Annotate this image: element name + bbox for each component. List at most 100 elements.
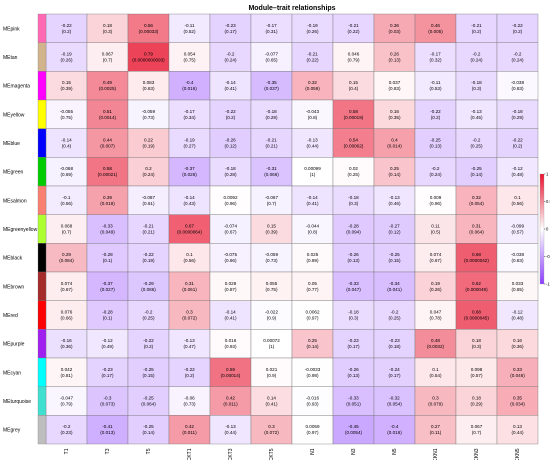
cell-correlation-label: -0.37: [102, 281, 113, 286]
heatmap-cell: [86, 128, 129, 158]
cell-correlation-label: -0.2: [145, 310, 153, 315]
cell-pvalue-label: (0.32): [429, 58, 441, 63]
heatmap-cell: [250, 329, 293, 359]
cell-correlation-label: -0.33: [102, 224, 113, 229]
cell-correlation-label: -0.16: [61, 338, 72, 343]
heatmap-cell: [250, 415, 293, 445]
cell-correlation-label: -0.25: [471, 166, 482, 171]
cell-correlation-label: 0.2: [145, 166, 152, 171]
cell-correlation-label: 0.22: [144, 138, 153, 143]
row-label: MEbrown: [3, 284, 24, 290]
heatmap-cell: [414, 42, 457, 72]
heatmap-cell: [332, 300, 375, 330]
cell-pvalue-label: (0.83): [511, 86, 523, 91]
cell-correlation-label: -0.038: [511, 252, 524, 257]
cell-correlation-label: 0.4: [391, 138, 398, 143]
cell-correlation-label: -0.22: [512, 23, 523, 28]
cell-pvalue-label: (0.56): [511, 201, 523, 206]
heatmap-cell: [332, 128, 375, 158]
heatmap-cell: [45, 185, 88, 215]
cell-pvalue-label: (0.54): [429, 373, 441, 378]
cell-correlation-label: 0.00072: [263, 338, 280, 343]
heatmap-cell: [414, 386, 457, 416]
cell-pvalue-label: (0.03): [388, 29, 400, 34]
cell-pvalue-label: (0.034): [510, 402, 525, 407]
cell-correlation-label: -0.0033: [305, 367, 321, 372]
heatmap-cell: [45, 214, 88, 244]
cell-pvalue-label: (0.0014): [99, 115, 117, 120]
cell-pvalue-label: (0.56): [60, 201, 72, 206]
cell-pvalue-label: (0.026): [182, 172, 197, 177]
cell-pvalue-label: (0.52): [183, 29, 195, 34]
heatmap-cell: [332, 157, 375, 187]
cell-correlation-label: 0.32: [472, 195, 481, 200]
heatmap-cell: [414, 357, 457, 387]
heatmap-cell: [291, 271, 334, 301]
cell-pvalue-label: (0.36): [60, 344, 72, 349]
cell-correlation-label: -0.055: [60, 109, 73, 114]
heatmap-cell: [414, 329, 457, 359]
cell-correlation-label: -0.13: [307, 138, 318, 143]
cell-correlation-label: 0.15: [267, 224, 276, 229]
cell-correlation-label: 0.0059: [305, 424, 319, 429]
cell-correlation-label: 0.32: [308, 80, 317, 85]
cell-correlation-label: 0.15: [349, 80, 358, 85]
cell-correlation-label: 0.074: [430, 252, 442, 257]
column-label: CKT3: [228, 448, 234, 460]
heatmap-cell: [250, 13, 293, 43]
cell-correlation-label: 0.021: [266, 367, 278, 372]
heatmap-cell: [291, 300, 334, 330]
module-color-swatch: [37, 13, 47, 43]
cell-correlation-label: -0.1: [63, 195, 71, 200]
cell-pvalue-label: (0.22): [306, 58, 318, 63]
cell-pvalue-label: (0.49): [101, 344, 113, 349]
heatmap-cell: [127, 329, 170, 359]
cell-pvalue-label: (0.7): [472, 430, 482, 435]
column-label: CKN3: [474, 448, 480, 460]
module-color-swatch: [37, 300, 47, 330]
cell-pvalue-label: (0.059): [305, 86, 320, 91]
cell-pvalue-label: (0.26): [429, 287, 441, 292]
heatmap-cell: [455, 71, 498, 101]
heatmap-cell: [455, 357, 498, 387]
cell-pvalue-label: (0.73): [142, 115, 154, 120]
cell-correlation-label: -0.28: [102, 310, 113, 315]
cell-correlation-label: -0.047: [60, 396, 73, 401]
cell-correlation-label: 0.51: [103, 109, 112, 114]
cell-pvalue-label: (0.2): [513, 29, 523, 34]
heatmap-cell: [250, 300, 293, 330]
heatmap-cell: [332, 415, 375, 445]
cell-correlation-label: -0.075: [224, 252, 237, 257]
cell-pvalue-label: (0.13): [388, 58, 400, 63]
cell-pvalue-label: (0.0054): [345, 430, 363, 435]
cell-pvalue-label: (0.67): [60, 287, 72, 292]
cell-pvalue-label: (0.85): [511, 287, 523, 292]
colorbar-tick-label: 0.5: [546, 199, 550, 204]
row-label: MEsalmon: [3, 198, 27, 204]
cell-correlation-label: -0.11: [184, 23, 195, 28]
cell-pvalue-label: (0.041): [387, 287, 402, 292]
cell-correlation-label: 0.3: [432, 396, 439, 401]
heatmap-cell: [168, 214, 211, 244]
heatmap-cell: [291, 214, 334, 244]
cell-correlation-label: 0.42: [185, 424, 194, 429]
row-label: MEcyan: [3, 370, 21, 376]
cell-correlation-label: 0.016: [225, 338, 237, 343]
cell-pvalue-label: (0.079): [428, 402, 443, 407]
cell-correlation-label: -0.26: [225, 138, 236, 143]
heatmap-cell: [45, 128, 88, 158]
cell-pvalue-label: (0.13): [347, 373, 359, 378]
cell-correlation-label: -0.27: [389, 224, 400, 229]
cell-pvalue-label: (0.93): [306, 402, 318, 407]
cell-pvalue-label: (0.064): [141, 402, 156, 407]
heatmap-cell: [168, 243, 211, 273]
module-color-swatch: [37, 71, 47, 101]
cell-correlation-label: 0.31: [185, 281, 194, 286]
cell-correlation-label: 0.26: [390, 52, 399, 57]
cell-correlation-label: 0.0092: [223, 195, 237, 200]
cell-correlation-label: -0.26: [348, 367, 359, 372]
heatmap-cell: [209, 214, 252, 244]
cell-correlation-label: -0.22: [143, 252, 154, 257]
cell-pvalue-label: (0.65): [265, 58, 277, 63]
cell-pvalue-label: (0.67): [429, 258, 441, 263]
